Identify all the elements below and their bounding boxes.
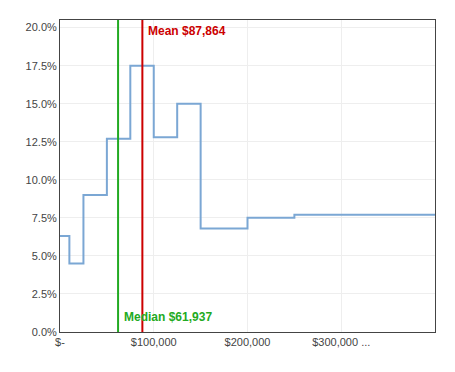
svg-text:5.0%: 5.0% bbox=[32, 250, 57, 262]
svg-text:20.0%: 20.0% bbox=[26, 21, 57, 33]
svg-text:$200,000: $200,000 bbox=[225, 336, 271, 348]
svg-text:$-: $- bbox=[55, 336, 65, 348]
svg-text:$300,000 ...: $300,000 ... bbox=[312, 336, 370, 348]
svg-text:0.0%: 0.0% bbox=[32, 326, 57, 338]
svg-text:$100,000: $100,000 bbox=[131, 336, 177, 348]
svg-text:10.0%: 10.0% bbox=[26, 174, 57, 186]
svg-text:2.5%: 2.5% bbox=[32, 288, 57, 300]
svg-text:7.5%: 7.5% bbox=[32, 212, 57, 224]
svg-text:15.0%: 15.0% bbox=[26, 98, 57, 110]
svg-text:17.5%: 17.5% bbox=[26, 60, 57, 72]
svg-text:Median $61,937: Median $61,937 bbox=[124, 310, 212, 324]
svg-text:12.5%: 12.5% bbox=[26, 136, 57, 148]
svg-text:Mean $87,864: Mean $87,864 bbox=[148, 24, 226, 38]
